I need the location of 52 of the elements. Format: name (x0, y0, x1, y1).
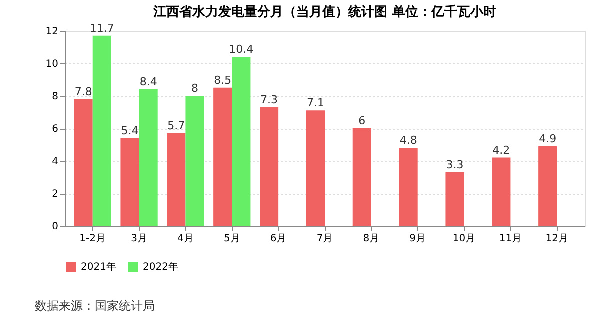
x-tick-label: 5月 (224, 234, 240, 244)
x-tick-label: 7月 (316, 234, 334, 244)
x-tick-label: 8月 (363, 234, 380, 244)
data-label: 11.7 (90, 22, 114, 35)
x-tick-label: 9月 (410, 234, 426, 244)
y-tick-label: 10 (46, 59, 58, 70)
bar (74, 99, 93, 226)
bar (214, 88, 232, 226)
data-label: 7.8 (74, 85, 92, 98)
legend-label: 2021年 (81, 261, 116, 273)
y-tick-label: 4 (52, 156, 58, 168)
bar (186, 96, 204, 226)
bar (139, 90, 158, 226)
bar (446, 172, 464, 226)
bar (306, 110, 325, 226)
data-label: 7.3 (260, 93, 278, 106)
source-note: 数据来源：国家统计局 (35, 299, 155, 313)
x-tick-label: 10月 (452, 234, 476, 244)
bar (399, 148, 418, 226)
legend-label: 2022年 (143, 261, 178, 273)
y-tick-label: 2 (52, 189, 58, 200)
y-tick-label: 12 (46, 26, 58, 38)
x-tick-label: 6月 (270, 234, 287, 244)
data-label: 7.1 (306, 96, 324, 110)
data-label: 5.7 (168, 119, 186, 132)
data-label: 3.3 (446, 158, 464, 172)
bar (352, 128, 372, 226)
data-label: 6 (358, 114, 366, 128)
bar (260, 107, 279, 226)
bar (167, 133, 186, 226)
x-tick-label: 12月 (546, 234, 569, 244)
bar (120, 138, 140, 226)
bar (538, 146, 558, 226)
data-label: 4.9 (539, 132, 557, 146)
data-label: 4.2 (492, 144, 510, 157)
data-label: 10.4 (229, 43, 254, 56)
data-label: 5.4 (121, 124, 139, 138)
bar (492, 158, 511, 226)
x-tick-label: 4月 (178, 234, 194, 244)
data-label: 8 (192, 82, 198, 95)
x-tick-label: 11月 (499, 234, 522, 244)
data-label: 4.8 (400, 134, 418, 147)
data-label: 8.5 (214, 74, 232, 87)
x-tick-label: 3月 (131, 234, 148, 244)
y-tick-label: 0 (52, 222, 58, 232)
x-tick-label: 1-2月 (80, 234, 106, 244)
bar (92, 36, 112, 226)
data-label: 8.4 (140, 76, 158, 88)
bar (232, 57, 251, 226)
y-tick-label: 8 (52, 92, 58, 102)
y-tick-label: 6 (52, 124, 58, 135)
chart-title: 江西省水力发电量分月（当月值）统计图 单位：亿千瓦小时 (152, 4, 496, 20)
